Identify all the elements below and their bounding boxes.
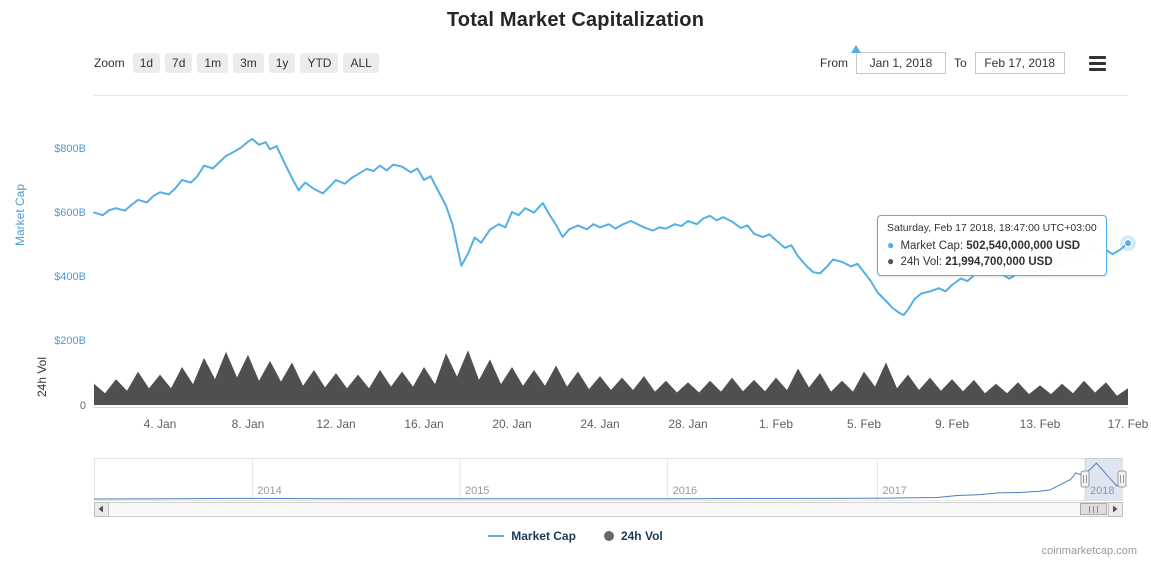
x-axis-tick: 4. Jan (144, 417, 177, 431)
scrollbar-track[interactable] (94, 502, 1123, 517)
price-axis-tick: $400B (54, 271, 86, 283)
x-axis-tick: 12. Jan (316, 417, 355, 431)
menu-icon[interactable] (1087, 54, 1108, 73)
legend-item-market-cap[interactable]: Market Cap (488, 529, 576, 543)
zoom-label: Zoom (94, 56, 125, 70)
zoom-button-all[interactable]: ALL (343, 53, 379, 73)
price-axis-tick: $600B (54, 207, 86, 219)
navigator-left-handle[interactable] (1080, 470, 1090, 488)
zoom-button-1d[interactable]: 1d (132, 53, 161, 73)
zoom-button-3m[interactable]: 3m (233, 53, 264, 73)
date-caret-icon (851, 45, 861, 53)
legend-label: Market Cap (511, 529, 576, 543)
x-axis-tick: 5. Feb (847, 417, 881, 431)
legend-circle-icon (603, 531, 614, 541)
market-cap-line-series (93, 138, 1129, 316)
volume-axis-title: 24h Vol (35, 357, 49, 397)
last-point-marker (1124, 239, 1132, 248)
scrollbar-thumb[interactable] (1080, 503, 1107, 515)
zoom-button-7d[interactable]: 7d (165, 53, 193, 73)
legend-label: 24h Vol (620, 529, 663, 543)
zoom-button-ytd[interactable]: YTD (300, 53, 339, 73)
navigator-selection[interactable] (1084, 458, 1122, 500)
series-bullet-icon: ● (887, 254, 895, 268)
watermark: coinmarketcap.com (1041, 545, 1137, 557)
zoom-buttons: 1d 7d 1m 3m 1y YTD ALL (132, 53, 379, 73)
price-axis-tick: $800B (54, 143, 86, 155)
to-label: To (954, 56, 967, 70)
scrollbar-left-button[interactable] (94, 502, 109, 517)
x-axis-tick: 1. Feb (759, 417, 793, 431)
chart-tooltip: Saturday, Feb 17 2018, 18:47:00 UTC+03:0… (877, 215, 1107, 276)
x-axis-tick: 28. Jan (668, 417, 707, 431)
x-axis-tick: 16. Jan (404, 417, 443, 431)
x-axis-tick: 9. Feb (935, 417, 969, 431)
volume-area-series (94, 350, 1128, 405)
chart-legend: Market Cap 24h Vol (0, 529, 1151, 543)
navigator-year-label: 2016 (673, 485, 697, 497)
legend-item-24h-vol[interactable]: 24h Vol (603, 529, 663, 543)
series-bullet-icon: ● (887, 238, 895, 252)
navigator-year-label: 2017 (882, 485, 906, 497)
x-axis-tick: 24. Jan (580, 417, 619, 431)
price-axis-title: Market Cap (13, 184, 27, 246)
zoom-button-1y[interactable]: 1y (268, 53, 296, 73)
zoom-controls: Zoom 1d 7d 1m 3m 1y YTD ALL (94, 53, 379, 73)
page-title: Total Market Capitalization (446, 9, 705, 31)
x-axis-tick: 20. Jan (492, 417, 531, 431)
price-axis-tick: $200B (54, 335, 86, 347)
date-range-controls: From Jan 1, 2018 To Feb 17, 2018 (820, 52, 1108, 74)
navigator-year-label: 2015 (465, 485, 489, 497)
from-label: From (820, 56, 848, 70)
navigator-frame (94, 458, 1123, 501)
arrow-left-icon (98, 505, 103, 513)
tooltip-rows: ● Market Cap: 502,540,000,000 USD ● 24h V… (887, 238, 1097, 268)
navigator-year-label: 2018 (1090, 485, 1114, 497)
tooltip-row: ● Market Cap: 502,540,000,000 USD (887, 238, 1081, 252)
volume-axis-tick: 0 (80, 400, 86, 412)
x-axis-tick: 13. Feb (1020, 417, 1061, 431)
zoom-button-1m[interactable]: 1m (197, 53, 229, 73)
navigator-right-handle[interactable] (1117, 470, 1127, 488)
tooltip-date: Saturday, Feb 17 2018, 18:47:00 UTC+03:0… (887, 222, 1097, 234)
arrow-right-icon (1113, 505, 1118, 513)
navigator-series-line (93, 462, 1123, 500)
navigator-year-label: 2014 (257, 485, 281, 497)
scrollbar-right-button[interactable] (1108, 502, 1123, 517)
from-date-input[interactable]: Jan 1, 2018 (856, 52, 946, 74)
x-axis-tick: 8. Jan (232, 417, 265, 431)
x-axis-tick: 17. Feb (1108, 417, 1149, 431)
legend-line-icon (488, 535, 505, 537)
to-date-input[interactable]: Feb 17, 2018 (974, 52, 1065, 74)
tooltip-row: ● 24h Vol: 21,994,700,000 USD (887, 254, 1053, 268)
